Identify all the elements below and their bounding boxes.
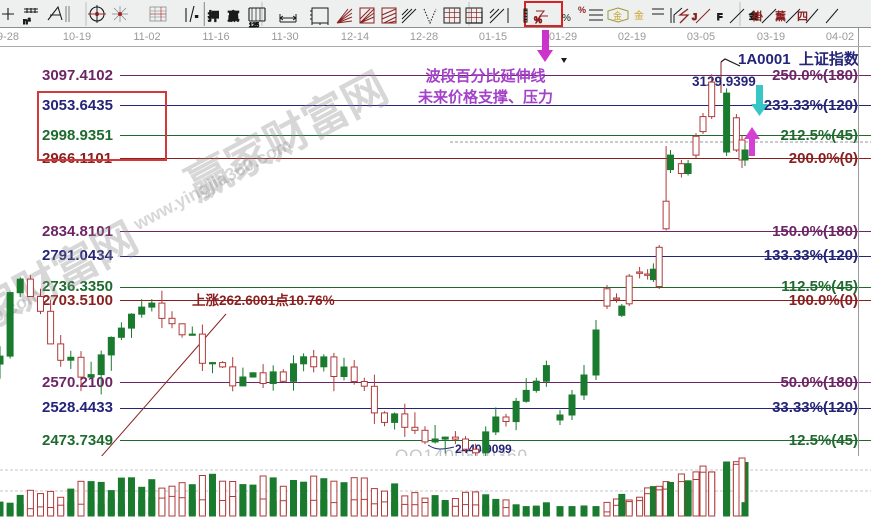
svg-text:%: % [534, 15, 542, 25]
svg-text:%: % [562, 13, 571, 24]
svg-text:n²: n² [23, 17, 31, 26]
svg-text:金: 金 [613, 10, 622, 21]
svg-text:押: 押 [208, 9, 219, 23]
svg-text:赢: 赢 [228, 9, 239, 23]
svg-text:F: F [717, 12, 723, 22]
svg-text:褂: 褂 [752, 9, 763, 23]
svg-text:": " [195, 14, 198, 24]
svg-text:%: % [578, 5, 586, 15]
svg-text:金: 金 [634, 9, 644, 22]
svg-text:四: 四 [797, 10, 808, 23]
svg-text:薰: 薰 [775, 9, 786, 23]
svg-text:J: J [692, 12, 697, 22]
